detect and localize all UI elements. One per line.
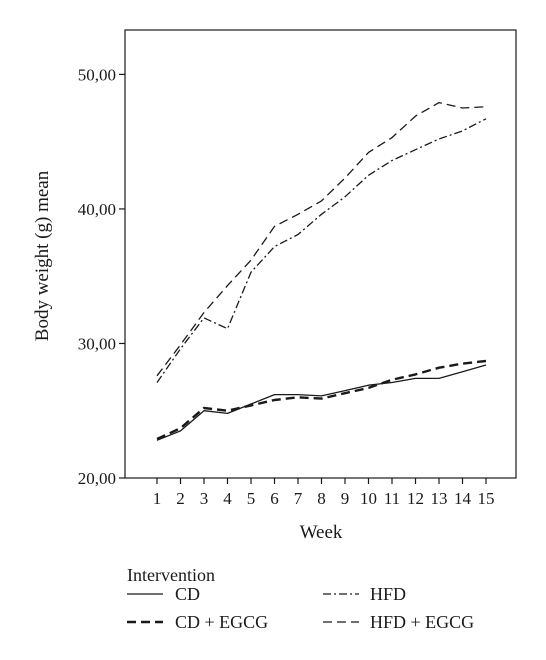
x-tick-label: 7 <box>294 489 303 508</box>
y-tick-label: 40,00 <box>78 200 116 219</box>
series-lines <box>156 101 487 441</box>
x-tick-label: 6 <box>270 489 279 508</box>
x-tick-label: 11 <box>384 489 400 508</box>
y-axis-title: Body weight (g) mean <box>32 170 53 341</box>
plot-frame <box>124 29 517 479</box>
x-tick-label: 15 <box>478 489 495 508</box>
series-line-hfd-egcg <box>156 101 487 377</box>
x-tick-label: 4 <box>223 489 232 508</box>
legend-label-hfd: HFD <box>370 584 406 604</box>
x-axis-title: Week <box>300 522 343 543</box>
x-tick-label: 9 <box>341 489 350 508</box>
legend-title: Intervention <box>127 565 215 585</box>
series-line-cd <box>156 364 487 441</box>
x-tick-label: 2 <box>176 489 185 508</box>
y-tick-label: 50,00 <box>78 65 116 84</box>
x-tick-label: 10 <box>360 489 377 508</box>
y-tick-label: 20,00 <box>78 469 116 488</box>
y-axis: 20,00 30,00 40,00 50,00 <box>78 65 125 488</box>
x-tick-label: 13 <box>431 489 448 508</box>
x-tick-label: 14 <box>454 489 472 508</box>
series-line-hfd <box>156 118 487 383</box>
legend-label-cd-egcg: CD + EGCG <box>175 612 268 632</box>
y-tick-label: 30,00 <box>78 334 116 353</box>
legend-label-cd: CD <box>175 584 200 604</box>
x-tick-label: 5 <box>247 489 256 508</box>
legend-label-hfd-egcg: HFD + EGCG <box>370 612 474 632</box>
x-tick-label: 12 <box>407 489 424 508</box>
x-tick-label: 3 <box>200 489 209 508</box>
x-tick-label: 8 <box>317 489 326 508</box>
series-line-cd-egcg <box>156 359 487 441</box>
legend: Intervention CD CD + EGCG HFD HFD + EGCG <box>127 565 474 632</box>
x-axis: 1 2 3 4 5 6 7 8 9 10 11 12 13 14 15 <box>153 478 495 508</box>
x-tick-label: 1 <box>153 489 162 508</box>
